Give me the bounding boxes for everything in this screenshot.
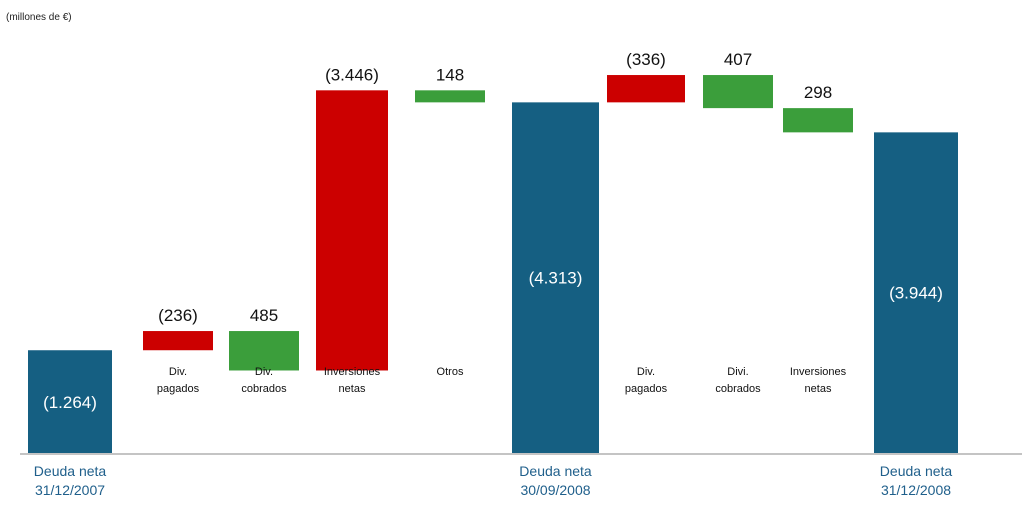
value-label-6: (4.313): [529, 269, 583, 288]
value-label-4: (3.446): [325, 65, 379, 84]
value-label-5: 148: [436, 65, 464, 84]
value-label-1: (1.264): [43, 393, 97, 412]
category-labels-layer: Deuda neta 31/12/2007 Div. pagados Div. cobra…: [34, 366, 953, 498]
category-label-1: Deuda neta 31/12/2007: [34, 463, 107, 498]
category-label-3-line-1: Div.: [255, 366, 273, 378]
value-labels-layer: (1.264) (236) 485 (3.446) 148 (4.313) (336) 407…: [43, 50, 943, 412]
value-label-2: (236): [158, 306, 198, 325]
category-label-8-line-2: cobrados: [715, 383, 761, 395]
value-label-8: 407: [724, 50, 752, 69]
category-label-5-line-1: Otros: [437, 366, 464, 378]
category-label-5: Otros: [437, 366, 464, 378]
category-label-7: Div. pagados: [625, 366, 668, 395]
category-label-9-line-2: netas: [805, 383, 832, 395]
category-label-7-line-2: pagados: [625, 383, 668, 395]
category-label-6-line-1: Deuda neta: [519, 463, 592, 479]
category-label-7-line-1: Div.: [637, 366, 655, 378]
category-label-6-line-2: 30/09/2008: [520, 482, 590, 498]
category-label-1-line-1: Deuda neta: [34, 463, 107, 479]
category-label-3-line-2: cobrados: [241, 383, 287, 395]
chart-subtitle: (millones de €): [6, 12, 72, 23]
category-label-4: Inversiones netas: [324, 366, 381, 395]
bar-6-total: [512, 102, 599, 454]
bar-1-total: [28, 350, 112, 453]
bar-5-positive: [415, 90, 485, 103]
category-label-2: Div. pagados: [157, 366, 200, 395]
category-label-8-line-1: Divi.: [727, 366, 748, 378]
category-label-10-line-2: 31/12/2008: [881, 482, 951, 498]
bars-layer: [28, 75, 958, 454]
category-label-1-line-2: 31/12/2007: [35, 482, 105, 498]
bar-9-positive: [783, 108, 853, 133]
category-label-2-line-1: Div.: [169, 366, 187, 378]
category-label-3: Div. cobrados: [241, 366, 287, 395]
value-label-7: (336): [626, 50, 666, 69]
bar-7-negative: [607, 75, 685, 103]
bar-3-positive: [229, 331, 299, 371]
category-label-10-line-1: Deuda neta: [880, 463, 953, 479]
bar-2-negative: [143, 331, 213, 351]
category-label-9-line-1: Inversiones: [790, 366, 847, 378]
bar-8-positive: [703, 75, 773, 109]
category-label-10: Deuda neta 31/12/2008: [880, 463, 953, 498]
category-label-8: Divi. cobrados: [715, 366, 761, 395]
bar-4-negative: [316, 90, 388, 371]
category-label-4-line-2: netas: [339, 383, 366, 395]
value-label-10: (3.944): [889, 284, 943, 303]
category-label-6: Deuda neta 30/09/2008: [519, 463, 592, 498]
category-label-4-line-1: Inversiones: [324, 366, 381, 378]
value-label-9: 298: [804, 83, 832, 102]
category-label-9: Inversiones netas: [790, 366, 847, 395]
value-label-3: 485: [250, 306, 278, 325]
bar-10-total: [874, 132, 958, 454]
category-label-2-line-2: pagados: [157, 383, 200, 395]
